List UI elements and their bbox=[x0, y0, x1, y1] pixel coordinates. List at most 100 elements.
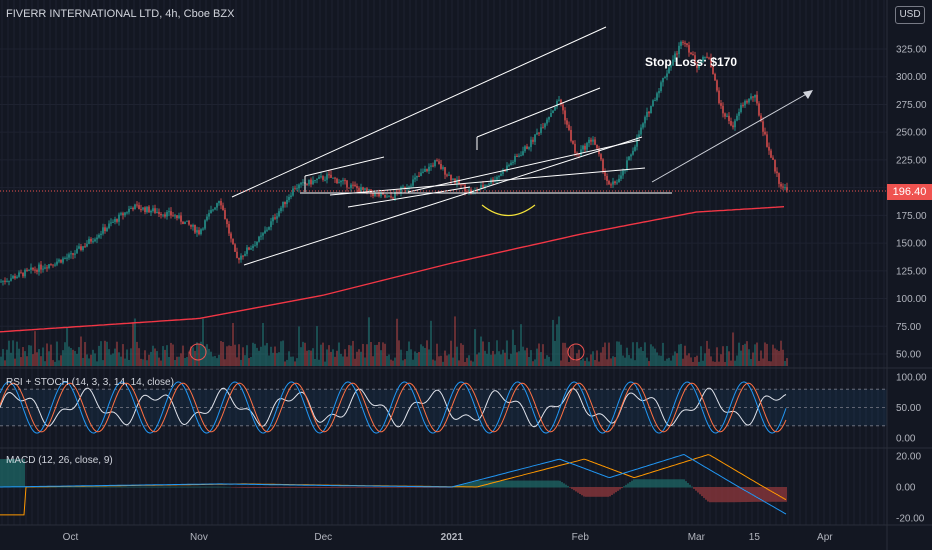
candle-body bbox=[254, 245, 256, 247]
candle-body bbox=[16, 276, 18, 279]
volume-bar bbox=[476, 354, 478, 366]
macd-histogram-bar bbox=[523, 480, 525, 488]
candle-body bbox=[780, 183, 782, 187]
volume-bar bbox=[48, 351, 50, 366]
volume-bar bbox=[478, 352, 480, 366]
macd-histogram-bar bbox=[499, 480, 501, 488]
macd-histogram-bar bbox=[721, 487, 723, 503]
macd-histogram-bar bbox=[557, 480, 559, 488]
macd-histogram-bar bbox=[335, 487, 337, 488]
volume-bar bbox=[80, 336, 82, 366]
macd-histogram-bar bbox=[313, 487, 315, 488]
macd-histogram-bar bbox=[235, 487, 237, 488]
volume-bar bbox=[610, 358, 612, 366]
macd-histogram-bar bbox=[503, 480, 505, 488]
earnings-marker-nov bbox=[189, 343, 207, 361]
volume-bar bbox=[570, 347, 572, 366]
volume-bar bbox=[600, 352, 602, 366]
volume-bar bbox=[632, 342, 634, 366]
macd-histogram-bar bbox=[585, 487, 587, 497]
candle-body bbox=[38, 264, 40, 272]
macd-histogram-bar bbox=[143, 486, 145, 488]
volume-bar bbox=[280, 341, 282, 366]
candle-body bbox=[346, 180, 348, 188]
macd-histogram-bar bbox=[687, 482, 689, 488]
macd-histogram-bar bbox=[683, 479, 685, 488]
candle-body bbox=[56, 261, 58, 265]
volume-bar bbox=[490, 354, 492, 366]
volume-bar bbox=[502, 349, 504, 366]
macd-histogram-bar bbox=[185, 486, 187, 488]
candle-body bbox=[662, 78, 664, 83]
volume-bar bbox=[364, 357, 366, 366]
volume-bar bbox=[548, 356, 550, 366]
macd-histogram-bar bbox=[713, 487, 715, 503]
macd-histogram-bar bbox=[611, 487, 613, 495]
candle-body bbox=[156, 211, 158, 213]
candle-body bbox=[782, 186, 784, 188]
candle-body bbox=[670, 65, 672, 68]
candle-body bbox=[210, 210, 212, 214]
stoch-d-line bbox=[0, 382, 787, 433]
candle-body bbox=[748, 98, 750, 103]
candle-body bbox=[150, 211, 152, 213]
currency-button[interactable]: USD bbox=[895, 6, 925, 24]
volume-bar bbox=[520, 324, 522, 366]
volume-bar bbox=[470, 360, 472, 366]
candle-body bbox=[756, 94, 758, 104]
candle-body bbox=[540, 127, 542, 133]
candle-body bbox=[402, 186, 404, 188]
macd-histogram-bar bbox=[285, 487, 287, 488]
volume-bar bbox=[630, 358, 632, 366]
candle-body bbox=[682, 41, 684, 43]
macd-histogram-bar bbox=[739, 487, 741, 503]
macd-histogram-bar bbox=[785, 487, 787, 502]
macd-histogram-bar bbox=[3, 459, 5, 488]
candle-body bbox=[96, 237, 98, 240]
candle-body bbox=[766, 134, 768, 147]
macd-tick-label: 0.00 bbox=[896, 483, 916, 494]
volume-bar bbox=[760, 350, 762, 366]
candle-body bbox=[604, 171, 606, 177]
volume-bar bbox=[670, 360, 672, 366]
volume-bar bbox=[358, 349, 360, 366]
volume-bar bbox=[690, 357, 692, 366]
volume-bar bbox=[738, 342, 740, 366]
volume-bar bbox=[170, 342, 172, 366]
macd-histogram-bar bbox=[301, 487, 303, 488]
macd-histogram-bar bbox=[277, 487, 279, 488]
time-tick-label: Mar bbox=[688, 532, 706, 543]
candle-body bbox=[294, 188, 296, 190]
volume-bar bbox=[500, 354, 502, 366]
macd-histogram-bar bbox=[763, 487, 765, 502]
volume-bar bbox=[360, 351, 362, 366]
macd-histogram-bar bbox=[653, 479, 655, 488]
volume-bar bbox=[696, 355, 698, 366]
volume-bar bbox=[550, 361, 552, 366]
macd-histogram-bar bbox=[181, 486, 183, 488]
macd-histogram-bar bbox=[667, 479, 669, 488]
volume-bar bbox=[616, 341, 618, 366]
macd-histogram-bar bbox=[157, 486, 159, 488]
macd-histogram-bar bbox=[295, 487, 297, 488]
volume-bar bbox=[128, 359, 130, 366]
candle-body bbox=[236, 251, 238, 258]
candle-body bbox=[140, 209, 142, 211]
macd-histogram-bar bbox=[727, 487, 729, 503]
macd-histogram-bar bbox=[289, 487, 291, 488]
candle-body bbox=[444, 167, 446, 175]
macd-histogram-bar bbox=[749, 487, 751, 502]
macd-histogram-bar bbox=[423, 487, 425, 488]
macd-histogram-bar bbox=[559, 480, 561, 488]
candle-body bbox=[562, 104, 564, 111]
macd-histogram-bar bbox=[131, 486, 133, 488]
volume-bar bbox=[132, 322, 134, 366]
macd-histogram-bar bbox=[415, 487, 417, 488]
candle-body bbox=[694, 55, 696, 65]
volume-bar bbox=[114, 348, 116, 366]
candle-body bbox=[632, 150, 634, 155]
volume-bar bbox=[156, 351, 158, 366]
time-tick-label: Apr bbox=[817, 532, 833, 543]
macd-histogram-bar bbox=[403, 487, 405, 488]
projection-arrow-line bbox=[651, 91, 811, 183]
